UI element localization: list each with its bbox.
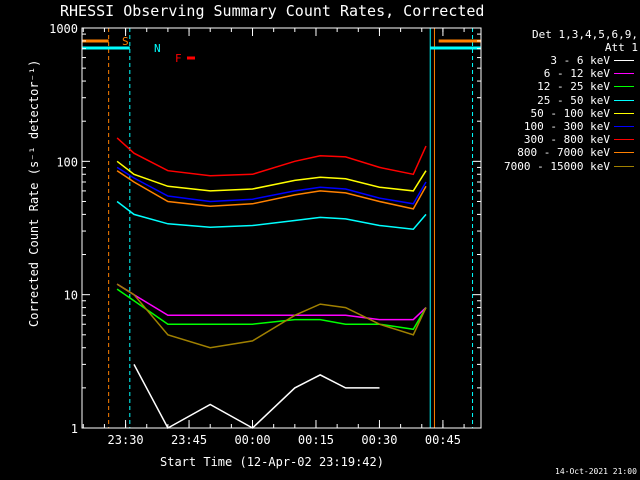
series-line-8 (116, 283, 427, 349)
chart-title: RHESSI Observing Summary Count Rates, Co… (60, 2, 485, 20)
plot-frame (81, 27, 482, 429)
series-line-1 (116, 283, 427, 321)
legend-swatch (614, 73, 634, 75)
y-tick-label-1: 10 (64, 289, 78, 303)
flag-layer: S N F (82, 28, 481, 428)
legend-label: 800 - 7000 keV (517, 146, 610, 160)
legend-swatch (614, 165, 634, 167)
legend-entry-8: 7000 - 15000 keV (484, 160, 640, 173)
legend-label: 12 - 25 keV (537, 80, 610, 94)
legend-swatch (614, 152, 634, 154)
axis-layer: 1 10 100 1000 23:30 23:45 00:00 00:15 00:30 00:45 (49, 22, 482, 447)
series-line-0 (133, 364, 380, 430)
legend-entry-7: 800 - 7000 keV (484, 146, 640, 159)
series-line-2 (116, 288, 427, 331)
legend-entry-6: 300 - 800 keV (484, 133, 640, 146)
legend-label: 100 - 300 keV (523, 120, 610, 134)
series-layer (116, 137, 427, 430)
legend: 3 - 6 keV 6 - 12 keV 12 - 25 keV 25 - 50 ke… (484, 54, 640, 173)
x-tick-label-5: 00:45 (425, 433, 461, 447)
legend-entry-1: 6 - 12 keV (484, 67, 640, 80)
x-tick-label-1: 23:45 (171, 433, 207, 447)
legend-swatch (614, 139, 634, 141)
legend-swatch (614, 86, 634, 88)
legend-swatch (614, 112, 634, 114)
series-line-7 (116, 170, 427, 210)
x-tick-label-2: 00:00 (234, 433, 270, 447)
x-tick-label-4: 00:30 (361, 433, 397, 447)
legend-entry-0: 3 - 6 keV (484, 54, 640, 67)
legend-label: 50 - 100 keV (530, 106, 610, 120)
legend-header-line-2: Att 1 (604, 41, 638, 54)
series-line-6 (116, 137, 427, 177)
legend-header-line-1: Det 1,3,4,5,6,9, (532, 28, 638, 41)
y-tick-label-2: 100 (56, 155, 78, 169)
legend-swatch (614, 60, 634, 62)
flag-label-f: F (175, 52, 182, 65)
series-line-4 (116, 160, 427, 192)
legend-swatch (614, 99, 634, 101)
y-tick-label-3: 1000 (49, 22, 78, 36)
legend-header: Det 1,3,4,5,6,9, Att 1 (488, 28, 638, 54)
x-tick-label-0: 23:30 (108, 433, 144, 447)
legend-entry-4: 50 - 100 keV (484, 107, 640, 120)
legend-entry-2: 12 - 25 keV (484, 80, 640, 93)
legend-label: 3 - 6 keV (550, 54, 610, 68)
y-tick-label-0: 1 (71, 422, 78, 436)
legend-label: 7000 - 15000 keV (504, 159, 610, 173)
legend-swatch (614, 126, 634, 128)
legend-label: 6 - 12 keV (543, 67, 610, 81)
x-axis-label: Start Time (12-Apr-02 23:19:42) (160, 455, 384, 469)
legend-label: 25 - 50 keV (537, 93, 610, 107)
legend-entry-5: 100 - 300 keV (484, 120, 640, 133)
timestamp: 14-Oct-2021 21:00 (555, 467, 637, 476)
legend-label: 300 - 800 keV (523, 133, 610, 147)
series-line-5 (116, 166, 427, 205)
y-axis-label: Corrected Count Rate (s⁻¹ detector⁻¹) (27, 59, 41, 327)
legend-entry-3: 25 - 50 keV (484, 94, 640, 107)
flag-label-n: N (154, 42, 161, 55)
series-line-3 (116, 200, 427, 230)
flag-label-s: S (122, 35, 129, 48)
x-tick-label-3: 00:15 (298, 433, 334, 447)
